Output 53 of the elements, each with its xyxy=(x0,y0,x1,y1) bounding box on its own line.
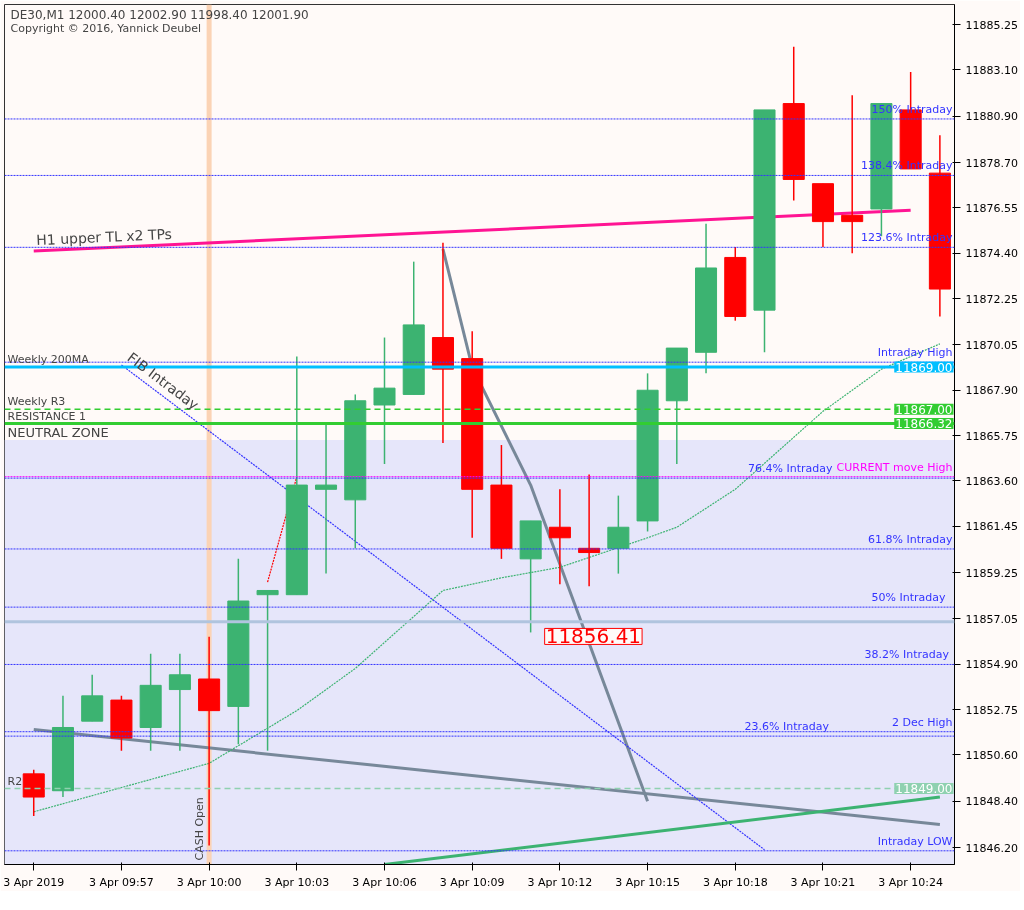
y-tick-label: 11878.70 xyxy=(965,156,1018,170)
ref-line-label: Intraday LOW xyxy=(877,834,953,848)
ref-line-label: RESISTANCE 1 xyxy=(7,409,87,423)
band-label: NEUTRAL ZONE xyxy=(7,424,109,440)
y-tick-label: 11863.60 xyxy=(965,474,1018,488)
y-tick-label: 11883.10 xyxy=(965,63,1018,77)
annotation: 11856.41 xyxy=(545,624,642,649)
annotation: 11867.00 xyxy=(895,402,953,417)
y-tick-label: 11876.55 xyxy=(965,201,1018,215)
x-tick-label: 3 Apr 10:06 xyxy=(352,875,417,889)
annotation: 11869.00 xyxy=(895,360,953,375)
ref-line-label: Intraday High xyxy=(877,346,953,360)
y-tick-label: 11852.75 xyxy=(965,703,1018,717)
y-tick-label: 11854.90 xyxy=(965,658,1018,672)
ref-line-label: CURRENT move High xyxy=(836,460,953,474)
x-tick-label: 3 Apr 10:00 xyxy=(176,875,242,889)
y-tick-label: 11861.45 xyxy=(965,520,1018,534)
ref-line-label: 61.8% Intraday xyxy=(868,532,953,546)
y-tick-label: 11885.25 xyxy=(965,18,1018,32)
y-tick-label: 11870.05 xyxy=(965,338,1018,352)
y-tick-label: 11857.05 xyxy=(965,612,1018,626)
ref-line-label: R2 xyxy=(7,774,23,788)
y-tick-label: 11880.90 xyxy=(965,110,1018,124)
text: Copyright © 2016, Yannick Deubel xyxy=(10,21,202,35)
y-tick-label: 11850.60 xyxy=(965,748,1018,762)
x-tick-label: 3 Apr 2019 xyxy=(3,875,65,889)
y-tick-label: 11846.20 xyxy=(965,841,1018,855)
ref-line-label: 50% Intraday xyxy=(871,591,946,605)
y-tick-label: 11848.40 xyxy=(965,795,1018,809)
series-label: H1 upper TL x2 TPs xyxy=(35,225,173,249)
x-tick-label: 3 Apr 10:03 xyxy=(264,875,330,889)
x-tick-label: 3 Apr 10:15 xyxy=(615,875,680,889)
x-tick-label: 3 Apr 10:12 xyxy=(527,875,593,889)
x-tick-label: 3 Apr 10:24 xyxy=(878,875,944,889)
ref-line-label: Weekly R3 xyxy=(7,395,66,409)
ref-line-label: 38.2% Intraday xyxy=(864,648,950,662)
y-tick-label: 11859.25 xyxy=(965,566,1018,580)
y-tick-label: 11874.40 xyxy=(965,247,1018,261)
ref-line-label: Weekly 200MA xyxy=(7,353,90,367)
x-tick-label: 3 Apr 10:09 xyxy=(439,875,505,889)
annotation: 11866.32 xyxy=(895,417,953,432)
ref-line-label: 2 Dec High xyxy=(891,715,953,729)
y-tick-label: 11872.25 xyxy=(965,292,1018,306)
x-tick-label: 3 Apr 10:21 xyxy=(790,875,856,889)
annotation: 11849.00 xyxy=(895,782,953,797)
ref-line-label: 76.4% Intraday xyxy=(748,462,833,476)
x-tick-label: 3 Apr 10:18 xyxy=(702,875,768,889)
y-tick-label: 11865.75 xyxy=(965,429,1018,443)
ref-line-label: CASH Open xyxy=(193,797,207,861)
y-tick-label: 11867.90 xyxy=(965,384,1018,398)
ref-line-label: 23.6% Intraday xyxy=(744,720,830,734)
x-tick-label: 3 Apr 09:57 xyxy=(89,875,154,889)
chart-title: DE30,M1 12000.40 12002.90 11998.40 12001.90 xyxy=(10,7,309,22)
